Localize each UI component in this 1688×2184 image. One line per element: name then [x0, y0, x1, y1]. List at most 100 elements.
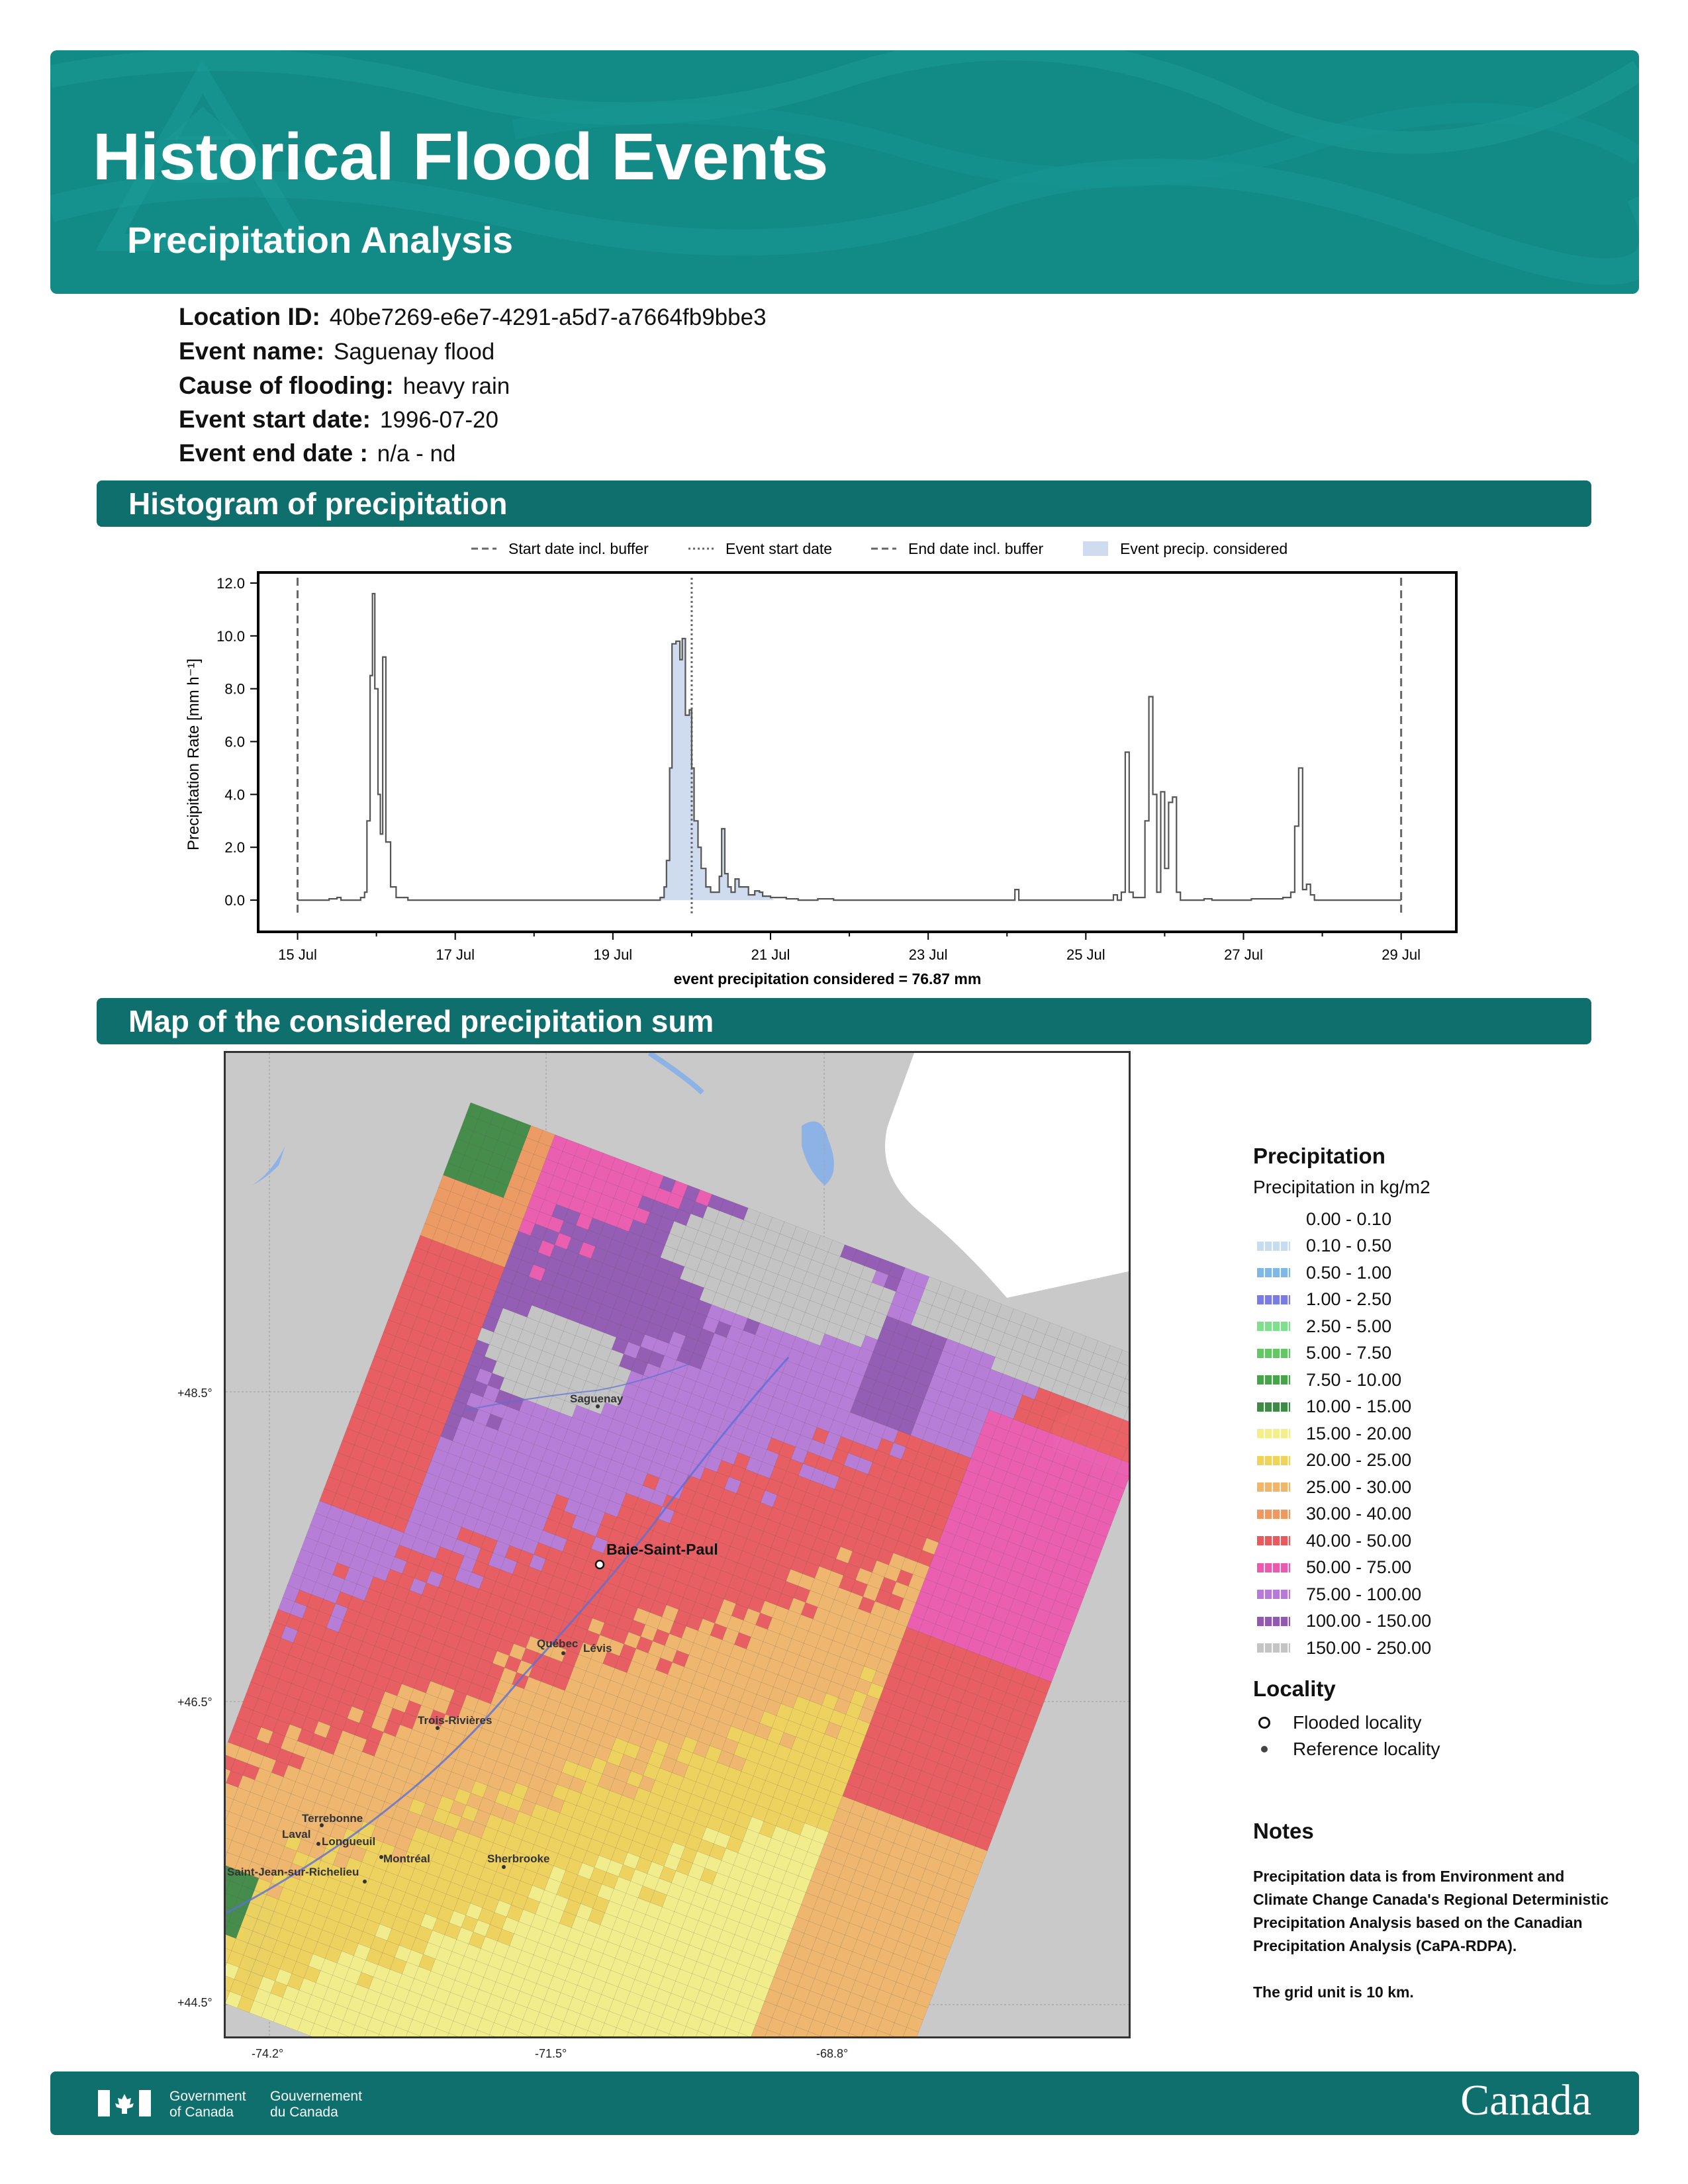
locality-baie-saint-paul: Baie-Saint-Paul	[606, 1541, 718, 1558]
legend-start-buffer: Start date incl. buffer	[508, 540, 649, 557]
legend-swatch	[1257, 1375, 1290, 1385]
locality-quebec: Québec	[537, 1637, 578, 1650]
legend-class-label: 0.50 - 1.00	[1306, 1262, 1392, 1283]
section-histogram: Histogram of precipitation	[97, 480, 1591, 527]
ref-locality-marker	[502, 1865, 506, 1869]
legend-class-label: 5.00 - 7.50	[1306, 1343, 1392, 1363]
footer-bar: Government of Canada Gouvernement du Can…	[50, 2071, 1639, 2135]
y-tick-label: 12.0	[216, 575, 245, 592]
x-tick-label: 23 Jul	[909, 946, 948, 963]
x-tick-label: 27 Jul	[1224, 946, 1263, 963]
legend-class-label: 150.00 - 250.00	[1306, 1637, 1432, 1658]
info-value: Saguenay flood	[334, 339, 495, 365]
lon-tick: -71.5°	[535, 2047, 567, 2060]
legend-class-label: 1.00 - 2.50	[1306, 1289, 1392, 1310]
legend-classes: 0.00 - 0.10 0.10 - 0.50 0.50 - 1.00 1.00 - …	[1253, 1206, 1624, 1662]
legend-flooded-locality: Flooded locality	[1253, 1709, 1624, 1736]
gov-fr-line1: Gouvernement	[270, 2089, 362, 2104]
y-tick-label: 0.0	[224, 892, 245, 909]
flooded-locality-marker	[594, 1559, 605, 1570]
legend-swatch	[1257, 1536, 1290, 1546]
gov-fr-line2: du Canada	[270, 2105, 338, 2120]
info-location-id: Location ID: 40be7269-e6e7-4291-a5d7-a766…	[179, 303, 767, 331]
info-value: n/a - nd	[377, 441, 456, 467]
legend-class-label: 15.00 - 20.00	[1306, 1423, 1412, 1443]
info-cause: Cause of flooding: heavy rain	[179, 372, 510, 400]
gov-fr: Gouvernement du Canada	[270, 2089, 362, 2120]
locality-terrebonne: Terrebonne	[302, 1812, 363, 1825]
gov-en-line2: of Canada	[169, 2105, 234, 2120]
legend-class-label: 50.00 - 75.00	[1306, 1557, 1412, 1578]
info-event-name: Event name: Saguenay flood	[179, 338, 494, 365]
plot-frame	[257, 571, 1458, 933]
grid-cell	[1123, 1407, 1129, 1425]
legend-class-row: 40.00 - 50.00	[1253, 1527, 1624, 1555]
legend-class-row: 15.00 - 20.00	[1253, 1420, 1624, 1447]
legend-item-label: Flooded locality	[1293, 1711, 1422, 1733]
legend-swatch	[1257, 1590, 1290, 1600]
lat-tick: +46.5°	[177, 1696, 212, 1709]
notes-grid: The grid unit is 10 km.	[1253, 1983, 1414, 2001]
legend-item-label: Reference locality	[1293, 1738, 1440, 1759]
banner-decoration	[50, 50, 1639, 285]
ocean-gulf	[885, 1053, 1129, 1298]
legend-swatch	[1257, 1455, 1290, 1465]
info-label: Location ID:	[179, 303, 320, 330]
legend-locality-title: Locality	[1253, 1676, 1336, 1701]
chart-axes: 0.0 2.0 4.0 6.0 8.0 10.0 12.0 15 Jul 17 Jul 19 Ju…	[216, 575, 1421, 963]
legend-swatch	[1257, 1429, 1290, 1439]
section-map: Map of the considered precipitation sum	[97, 998, 1591, 1044]
gov-en: Government of Canada	[169, 2089, 246, 2120]
y-tick-label: 4.0	[224, 786, 245, 803]
notes-text: Precipitation data is from Environment a…	[1253, 1868, 1609, 1954]
info-label: Event name:	[179, 338, 325, 365]
legend-class-label: 0.00 - 0.10	[1306, 1208, 1392, 1229]
lake	[802, 1121, 834, 1185]
section-title: Map of the considered precipitation sum	[128, 1004, 714, 1038]
lon-tick: -74.2°	[252, 2047, 284, 2060]
legend-reference-locality: Reference locality	[1253, 1736, 1624, 1762]
locality-saguenay: Saguenay	[570, 1392, 624, 1405]
legend-swatch	[1257, 1509, 1290, 1519]
precipitation-grid	[226, 1102, 1129, 2036]
legend-swatch	[1257, 1563, 1290, 1572]
map-legend: Precipitation Precipitation in kg/m2 0.0…	[1253, 1144, 1624, 1762]
grid-cell	[1125, 1366, 1129, 1384]
legend-class-row: 1.00 - 2.50	[1253, 1287, 1624, 1314]
legend-class-row: 100.00 - 150.00	[1253, 1608, 1624, 1635]
ref-locality-marker	[363, 1880, 367, 1884]
header-banner	[50, 50, 1639, 294]
info-label: Event start date:	[179, 406, 371, 433]
locality-trois-rivieres: Trois-Rivières	[418, 1714, 492, 1727]
legend-class-row: 2.50 - 5.00	[1253, 1313, 1624, 1340]
legend-class-label: 100.00 - 150.00	[1306, 1611, 1432, 1631]
x-tick-label: 19 Jul	[593, 946, 632, 963]
ref-locality-marker	[561, 1651, 565, 1655]
section-title: Histogram of precipitation	[128, 486, 508, 521]
legend-swatch	[1257, 1268, 1290, 1278]
considered-precip-area	[660, 638, 774, 901]
legend-class-row: 10.00 - 15.00	[1253, 1394, 1624, 1421]
info-value: 1996-07-20	[379, 407, 498, 433]
legend-class-row: 0.50 - 1.00	[1253, 1259, 1624, 1287]
legend-class-label: 75.00 - 100.00	[1306, 1584, 1422, 1604]
lat-tick: +48.5°	[177, 1387, 212, 1400]
locality-sherbrooke: Sherbrooke	[487, 1852, 549, 1865]
legend-class-label: 30.00 - 40.00	[1306, 1504, 1412, 1524]
precipitation-map: Baie-Saint-Paul Saguenay Québec Lévis Tr…	[224, 1051, 1131, 2038]
x-axis-label: event precipitation considered = 76.87 m…	[674, 970, 982, 987]
legend-class-row: 0.10 - 0.50	[1253, 1233, 1624, 1260]
page-subtitle: Precipitation Analysis	[127, 219, 513, 261]
legend-class-label: 7.50 - 10.00	[1306, 1369, 1402, 1390]
gov-en-line1: Government	[169, 2089, 246, 2104]
legend-class-label: 40.00 - 50.00	[1306, 1530, 1412, 1551]
legend-class-row: 0.00 - 0.10	[1253, 1206, 1624, 1233]
y-tick-label: 8.0	[224, 681, 245, 698]
legend-class-row: 30.00 - 40.00	[1253, 1501, 1624, 1528]
legend-precip-title: Precipitation	[1253, 1144, 1385, 1168]
legend-class-label: 20.00 - 25.00	[1306, 1450, 1412, 1471]
lon-tick: -68.8°	[816, 2047, 849, 2060]
legend-class-row: 5.00 - 7.50	[1253, 1340, 1624, 1367]
lake	[252, 1146, 285, 1185]
legend-class-row: 25.00 - 30.00	[1253, 1474, 1624, 1501]
